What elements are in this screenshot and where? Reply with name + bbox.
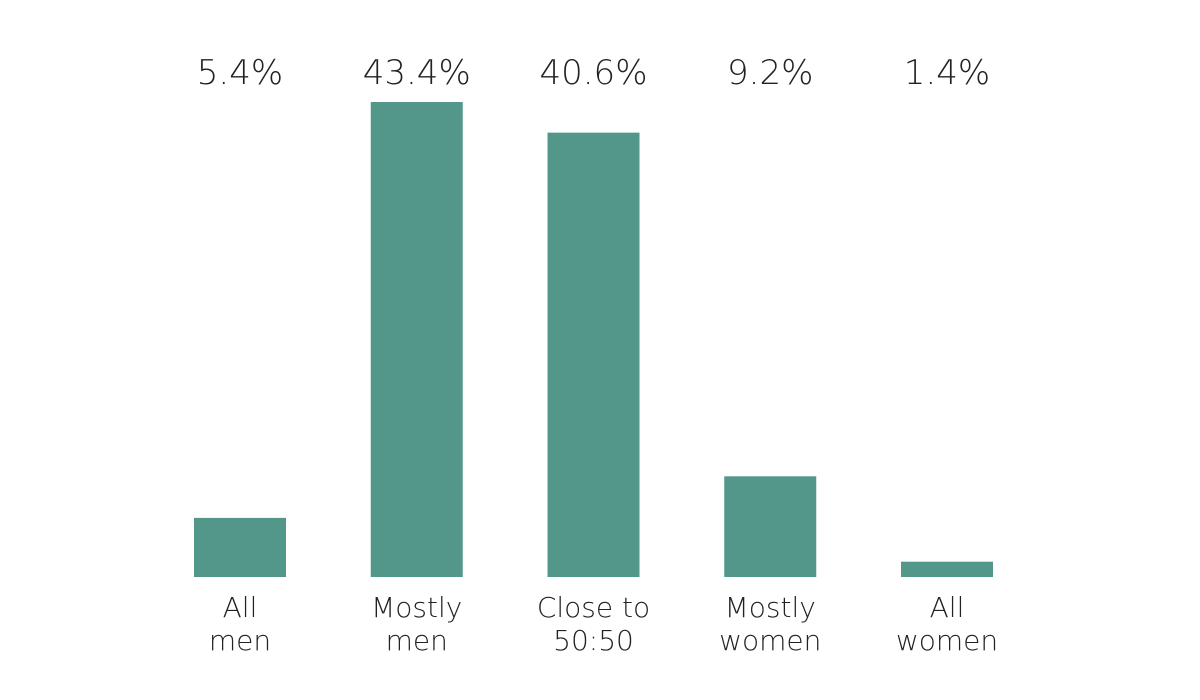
category-label-2: Close to 50:50 (537, 591, 650, 657)
category-label-1-line-1: men (386, 624, 448, 657)
category-label-4-line-0: All (930, 591, 965, 624)
value-label-2: 40.6% (539, 53, 647, 93)
bar-4 (901, 561, 993, 577)
value-labels-group: 5.4% 43.4% 40.6% 9.2% 1.4% (197, 53, 990, 93)
category-label-0-line-0: All (223, 591, 258, 624)
bar-3 (724, 476, 817, 577)
value-label-0: 5.4% (197, 53, 283, 93)
category-label-2-line-1: 50:50 (553, 624, 634, 657)
category-label-1: Mostly men (371, 591, 462, 657)
category-label-1-line-0: Mostly (371, 591, 462, 624)
category-label-0: All men (209, 591, 271, 657)
category-label-3-line-1: women (719, 624, 821, 657)
category-label-3-line-0: Mostly (725, 591, 816, 624)
value-label-1: 43.4% (363, 53, 471, 93)
bar-2 (547, 132, 640, 577)
bar-1 (370, 102, 463, 577)
bar-0 (194, 517, 286, 577)
category-label-4: All women (896, 591, 998, 657)
category-label-0-line-1: men (209, 624, 271, 657)
value-label-4: 1.4% (904, 53, 990, 93)
bars-group (194, 102, 993, 577)
category-label-3: Mostly women (719, 591, 821, 657)
category-label-2-line-0: Close to (537, 591, 650, 624)
category-label-4-line-1: women (896, 624, 998, 657)
value-label-3: 9.2% (727, 53, 813, 93)
